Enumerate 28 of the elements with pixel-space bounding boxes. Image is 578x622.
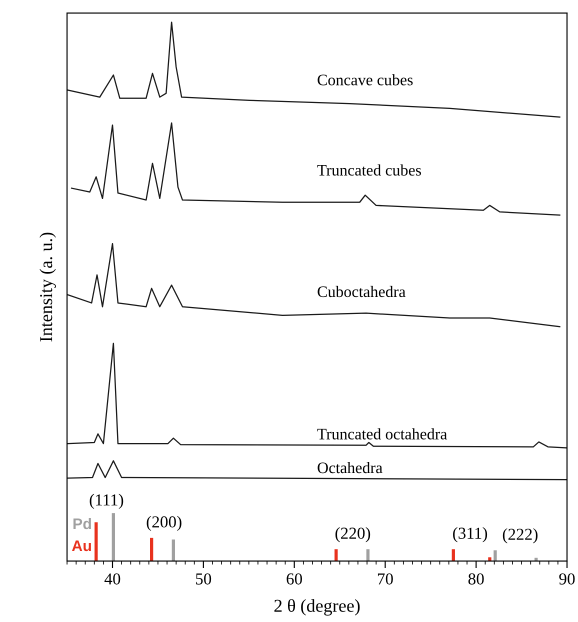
- y-axis-title: Intensity (a. u.): [40, 232, 56, 342]
- series-label: Truncated octahedra: [317, 428, 448, 440]
- bar: [366, 549, 370, 562]
- bar: [94, 522, 98, 562]
- series-label: Truncated cubes: [317, 164, 421, 176]
- x-tick-label: 40: [104, 573, 120, 585]
- bar: [112, 513, 115, 562]
- annotation: (111): [90, 494, 124, 509]
- annotation: (311): [453, 527, 488, 542]
- bar: [150, 538, 154, 562]
- x-axis-title: 2 θ (degree): [274, 599, 360, 616]
- x-tick-label: 70: [378, 573, 393, 585]
- series-label: Pd: [73, 518, 91, 530]
- bar: [494, 550, 497, 562]
- series-label: Concave cubes: [318, 74, 413, 86]
- series-label: Cuboctahedra: [318, 286, 406, 298]
- series-label: Octahedra: [318, 462, 382, 474]
- annotation: (220): [335, 527, 370, 542]
- bar: [172, 539, 175, 562]
- series-label: Au: [72, 540, 91, 552]
- bar: [452, 549, 455, 562]
- x-tick-label: 80: [468, 573, 484, 585]
- annotation: (222): [502, 528, 538, 544]
- x-tick-label: 60: [286, 573, 302, 585]
- annotation: (200): [146, 516, 182, 531]
- x-tick-label: 90: [559, 573, 575, 585]
- x-tick-label: 50: [196, 573, 212, 585]
- bar: [334, 549, 338, 562]
